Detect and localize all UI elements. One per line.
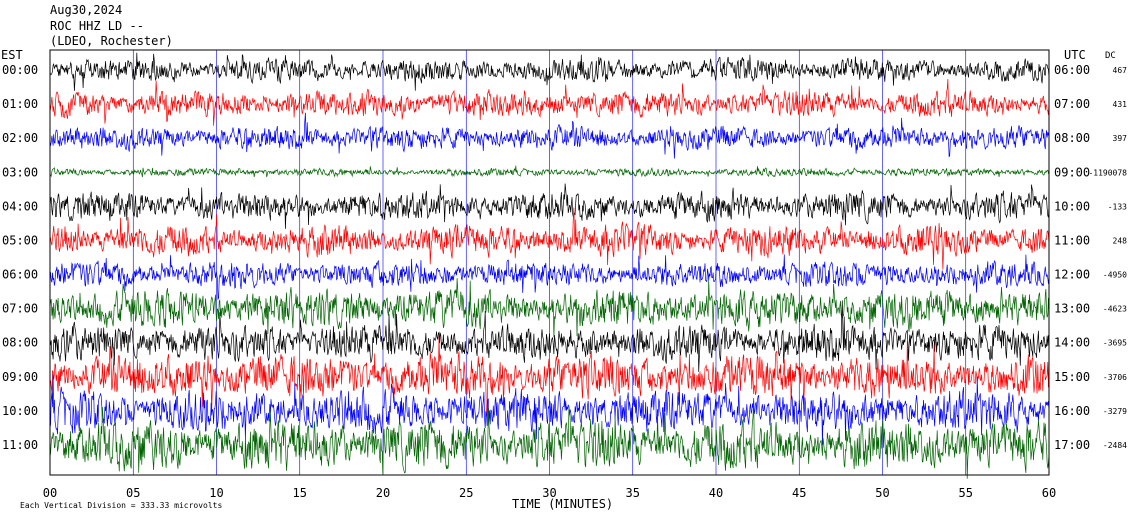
x-tick-label: 30: [542, 486, 556, 500]
est-axis-title: EST: [1, 48, 23, 62]
x-tick-label: 40: [709, 486, 723, 500]
utc-hour-label: 09:00: [1054, 165, 1090, 179]
x-tick-label: 10: [209, 486, 223, 500]
dc-offset-label: -3695: [1103, 339, 1127, 348]
grid: [132, 50, 967, 475]
seismic-trace: [49, 278, 1050, 338]
station-label: ROC HHZ LD --: [50, 19, 144, 33]
seismic-trace: [49, 300, 1050, 372]
est-hour-label: 11:00: [2, 438, 38, 452]
est-hour-label: 04:00: [2, 199, 38, 213]
network-label: (LDEO, Rochester): [50, 34, 173, 48]
dc-offset-label: -4623: [1103, 305, 1127, 314]
x-tick-label: 35: [626, 486, 640, 500]
seismic-trace: [49, 254, 1050, 301]
utc-hour-label: 13:00: [1054, 302, 1090, 316]
utc-axis-title: UTC: [1064, 48, 1086, 62]
utc-hour-label: 08:00: [1054, 131, 1090, 145]
dc-axis-title: DC: [1105, 51, 1116, 61]
seismic-trace: [49, 78, 1050, 126]
est-hour-label: 02:00: [2, 131, 38, 145]
traces: [49, 52, 1050, 479]
est-hour-label: 10:00: [2, 404, 38, 418]
utc-hour-label: 14:00: [1054, 336, 1090, 350]
utc-hour-label: 06:00: [1054, 63, 1090, 77]
dc-offset-label: 467: [1113, 66, 1128, 75]
dc-offset-label: -4950: [1103, 271, 1127, 280]
seismic-trace: [49, 183, 1050, 229]
x-tick-label: 50: [875, 486, 889, 500]
utc-hour-label: 10:00: [1054, 199, 1090, 213]
dc-offset-label: 431: [1113, 100, 1128, 109]
axis-labels: 00 05 10 15 20 25 30 35 40 45 50 55 60 00:00 06:00 467 0…: [2, 63, 1127, 500]
est-hour-label: 07:00: [2, 302, 38, 316]
x-tick-label: 25: [459, 486, 473, 500]
x-tick-label: 20: [376, 486, 390, 500]
seismic-trace: [49, 373, 1050, 446]
dc-offset-label: -2484: [1103, 441, 1127, 450]
seismic-trace: [49, 112, 1050, 159]
dc-offset-label: -1190078: [1088, 168, 1127, 177]
plot-frame: [49, 49, 1050, 476]
utc-hour-label: 07:00: [1054, 97, 1090, 111]
est-hour-label: 08:00: [2, 336, 38, 350]
x-tick-label: 55: [959, 486, 973, 500]
est-hour-label: 03:00: [2, 165, 38, 179]
x-axis-title: TIME (MINUTES): [512, 497, 613, 511]
dc-offset-label: -3279: [1103, 407, 1127, 416]
date-label: Aug30,2024: [50, 3, 122, 17]
x-tick-label: 45: [792, 486, 806, 500]
seismic-trace: [49, 165, 1050, 178]
est-hour-label: 01:00: [2, 97, 38, 111]
utc-hour-label: 17:00: [1054, 438, 1090, 452]
x-tick-label: 00: [43, 486, 57, 500]
est-hour-label: 09:00: [2, 370, 38, 384]
seismic-trace: [49, 207, 1050, 270]
scale-note: Each Vertical Division = 333.33 microvol…: [20, 501, 222, 510]
x-tick-label: 15: [293, 486, 307, 500]
utc-hour-label: 12:00: [1054, 268, 1090, 282]
seismic-trace: [49, 397, 1050, 479]
est-hour-label: 06:00: [2, 268, 38, 282]
est-hour-label: 05:00: [2, 233, 38, 247]
x-tick-label: 05: [126, 486, 140, 500]
utc-hour-label: 16:00: [1054, 404, 1090, 418]
dc-offset-label: 397: [1113, 134, 1128, 143]
dc-offset-label: -133: [1108, 202, 1127, 211]
x-tick-label: 60: [1042, 486, 1056, 500]
utc-hour-label: 11:00: [1054, 233, 1090, 247]
seismic-trace: [49, 52, 1050, 91]
dc-offset-label: -3706: [1103, 373, 1127, 382]
dc-offset-label: 248: [1113, 236, 1128, 245]
utc-hour-label: 15:00: [1054, 370, 1090, 384]
est-hour-label: 00:00: [2, 63, 38, 77]
seismic-trace: [49, 336, 1050, 417]
